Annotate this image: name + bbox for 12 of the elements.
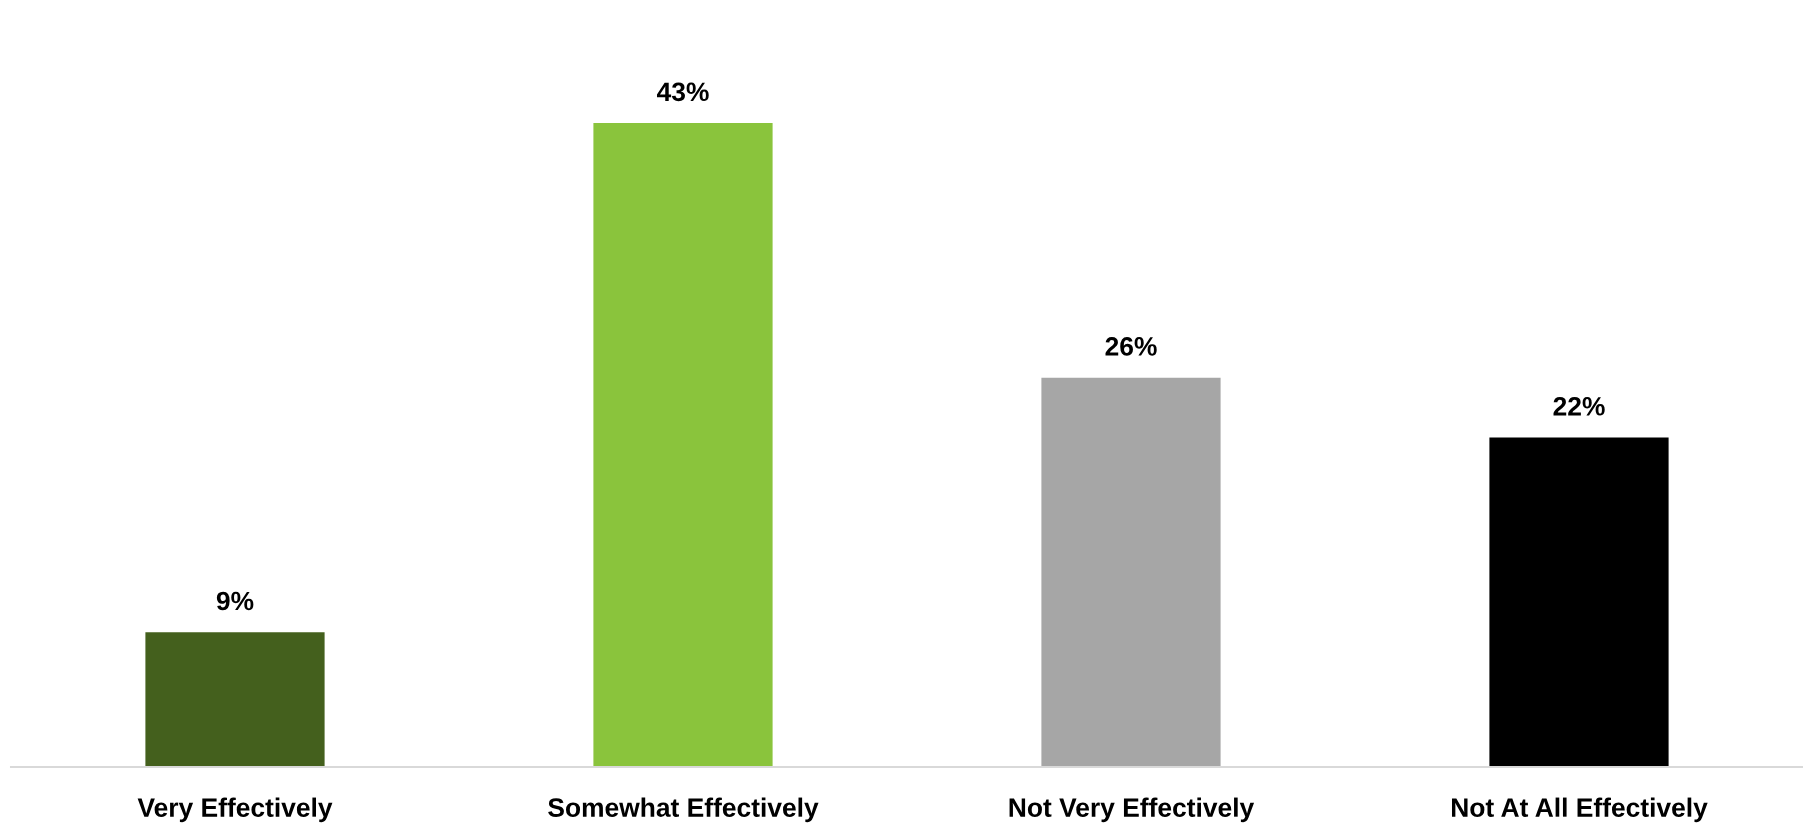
- x-tick-label: Somewhat Effectively: [548, 797, 819, 823]
- data-label: 26%: [1105, 337, 1157, 356]
- bar: [145, 632, 325, 767]
- bar: [1041, 377, 1221, 767]
- data-label: 22%: [1553, 396, 1605, 416]
- bar: [1489, 437, 1669, 767]
- x-tick-label: Not Very Effectively: [1009, 797, 1255, 823]
- data-label: 9%: [216, 591, 254, 611]
- x-tick-label: Not At All Effectively: [1452, 797, 1708, 823]
- bar: [593, 123, 773, 767]
- data-label: 43%: [656, 82, 709, 102]
- x-tick-label: Very Effectively: [137, 797, 333, 823]
